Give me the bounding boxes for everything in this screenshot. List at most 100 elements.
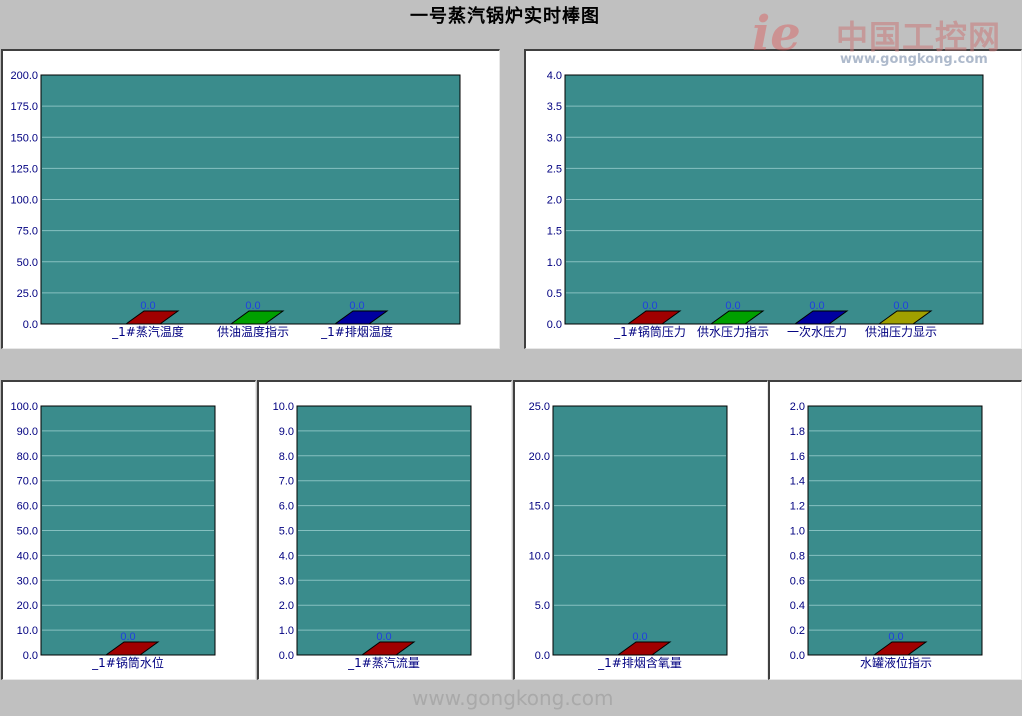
category-label: 供水压力指示: [697, 324, 769, 339]
y-tick-label: 0.0: [535, 650, 550, 662]
chart-4: 0.0 5.0 10.0 15.0 20.0 25.0 0.0 _1#排烟含氧量: [529, 401, 728, 670]
bar-value-label: 0.0: [725, 300, 740, 312]
y-tick-label: 2.0: [547, 195, 562, 207]
bar: [872, 641, 928, 656]
y-tick-label: 5.0: [535, 600, 550, 612]
y-tick-label: 6.0: [279, 501, 294, 513]
y-tick-label: 0.8: [790, 550, 805, 562]
y-tick-label: 175.0: [10, 101, 38, 113]
bar: [626, 310, 682, 325]
y-tick-label: 20.0: [529, 451, 550, 463]
bar: [877, 310, 933, 325]
y-tick-label: 9.0: [279, 426, 294, 438]
bar-value-label: 0.0: [245, 300, 260, 312]
bar: [709, 310, 765, 325]
y-tick-label: 60.0: [17, 501, 38, 513]
y-tick-label: 5.0: [279, 526, 294, 538]
chart-0: 0.0 25.0 50.0 75.0 100.0 125.0 150.0 175.0 200.0…: [10, 70, 461, 339]
y-tick-label: 2.5: [547, 163, 562, 175]
y-tick-label: 1.5: [547, 226, 562, 238]
y-tick-label: 30.0: [17, 575, 38, 587]
y-tick-label: 1.0: [790, 526, 805, 538]
bar: [360, 641, 416, 656]
category-label: 水罐液位指示: [860, 655, 932, 670]
bar: [229, 310, 285, 325]
bar-value-label: 0.0: [376, 631, 391, 643]
y-tick-label: 7.0: [279, 476, 294, 488]
y-tick-label: 0.0: [23, 650, 38, 662]
watermark-cn: 中国工控网: [836, 18, 1002, 56]
y-tick-label: 8.0: [279, 451, 294, 463]
bar-value-label: 0.0: [140, 300, 155, 312]
y-tick-label: 0.4: [790, 600, 805, 612]
category-label: _1#锅筒水位: [91, 655, 164, 670]
category-label: _1#排烟含氧量: [597, 655, 682, 670]
category-label: 一次水压力: [787, 325, 847, 339]
y-tick-label: 20.0: [17, 600, 38, 612]
y-tick-label: 10.0: [529, 550, 550, 562]
y-tick-label: 2.0: [790, 401, 805, 413]
y-tick-label: 0.0: [790, 650, 805, 662]
y-tick-label: 70.0: [17, 476, 38, 488]
y-tick-label: 0.6: [790, 575, 805, 587]
watermark-url: www.gongkong.com: [840, 52, 988, 67]
y-tick-label: 0.0: [23, 319, 38, 331]
category-label: 供油温度指示: [217, 324, 289, 339]
bar: [124, 310, 180, 325]
y-tick-label: 4.0: [279, 550, 294, 562]
bar: [793, 310, 849, 325]
y-tick-label: 90.0: [17, 426, 38, 438]
bar-value-label: 0.0: [120, 631, 135, 643]
y-tick-label: 100.0: [10, 195, 38, 207]
category-label: 供油压力显示: [865, 325, 937, 339]
y-tick-label: 10.0: [273, 401, 294, 413]
y-tick-label: 150.0: [10, 132, 38, 144]
y-tick-label: 40.0: [17, 550, 38, 562]
bar-value-label: 0.0: [893, 300, 908, 312]
y-tick-label: 10.0: [17, 625, 38, 637]
category-label: _1#排烟温度: [320, 324, 393, 339]
chart-3: 0.0 1.0 2.0 3.0 4.0 5.0 6.0 7.0 8.0 9.0 10.0 0.0 _1#…: [273, 401, 472, 670]
bar-value-label: 0.0: [642, 300, 657, 312]
category-label: _1#锅筒压力: [613, 324, 686, 339]
chart-2: 0.0 10.0 20.0 30.0 40.0 50.0 60.0 70.0 80.0 90.0 1…: [10, 401, 216, 670]
y-tick-label: 100.0: [10, 401, 38, 413]
chart-1: 0.0 0.5 1.0 1.5 2.0 2.5 3.0 3.5 4.0 0.0 _1#锅筒压力 0.0…: [547, 70, 984, 339]
bar-value-label: 0.0: [349, 300, 364, 312]
y-tick-label: 0.0: [279, 650, 294, 662]
y-tick-label: 1.2: [790, 501, 805, 513]
y-tick-label: 75.0: [17, 226, 38, 238]
y-tick-label: 15.0: [529, 501, 550, 513]
category-label: _1#蒸汽流量: [347, 655, 420, 670]
y-tick-label: 0.2: [790, 625, 805, 637]
bar: [616, 641, 672, 656]
y-tick-label: 1.0: [547, 257, 562, 269]
y-tick-label: 200.0: [10, 70, 38, 82]
bar-value-label: 0.0: [632, 631, 647, 643]
category-label: _1#蒸汽温度: [111, 324, 184, 339]
bar: [333, 310, 389, 325]
y-tick-label: 3.0: [547, 132, 562, 144]
y-tick-label: 3.5: [547, 101, 562, 113]
y-tick-label: 0.5: [547, 288, 562, 300]
y-tick-label: 125.0: [10, 163, 38, 175]
y-tick-label: 4.0: [547, 70, 562, 82]
y-tick-label: 25.0: [529, 401, 550, 413]
y-tick-label: 1.8: [790, 426, 805, 438]
y-tick-label: 80.0: [17, 451, 38, 463]
y-tick-label: 50.0: [17, 257, 38, 269]
y-tick-label: 1.4: [790, 476, 805, 488]
y-tick-label: 25.0: [17, 288, 38, 300]
bar-value-label: 0.0: [809, 300, 824, 312]
y-tick-label: 0.0: [547, 319, 562, 331]
bar-value-label: 0.0: [888, 631, 903, 643]
watermark-logo: ie: [752, 6, 801, 62]
bar: [104, 641, 160, 656]
y-tick-label: 1.0: [279, 625, 294, 637]
chart-5: 0.0 0.2 0.4 0.6 0.8 1.0 1.2 1.4 1.6 1.8 2.0 0.0 水罐液位…: [790, 401, 983, 670]
y-tick-label: 3.0: [279, 575, 294, 587]
page-title: 一号蒸汽锅炉实时棒图: [410, 6, 600, 27]
watermark-bottom-url: www.gongkong.com: [412, 686, 614, 710]
y-tick-label: 1.6: [790, 451, 805, 463]
